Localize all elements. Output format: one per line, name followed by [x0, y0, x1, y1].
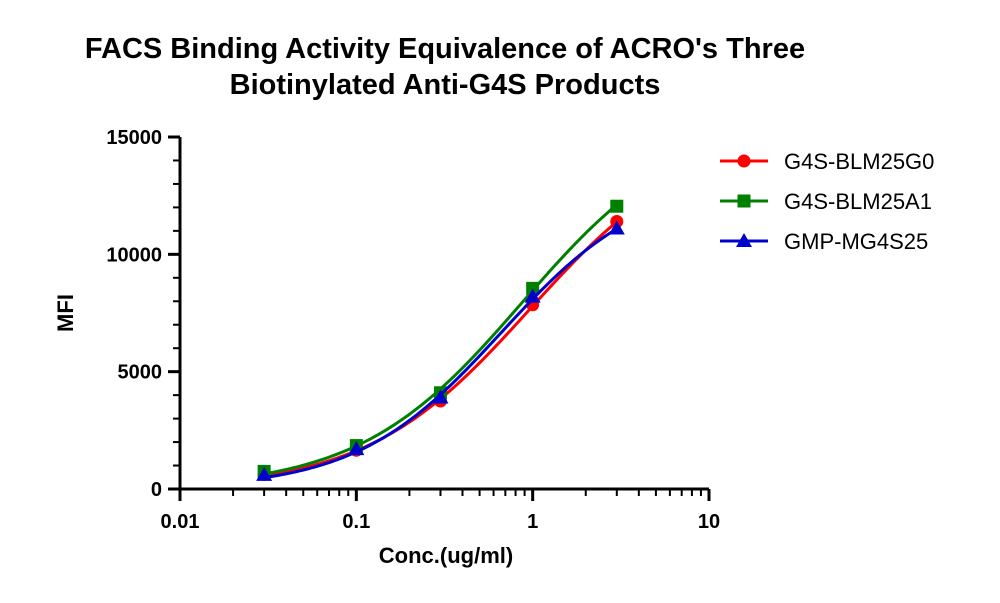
- y-tick-label: 15000: [106, 127, 162, 149]
- axes: 0 5000 10000 15000 0.01 0.1 1 10: [106, 127, 720, 533]
- data-point-square: [526, 281, 540, 295]
- x-tick-label: 1: [527, 511, 538, 533]
- y-tick-label: 10000: [106, 244, 162, 266]
- x-tick-label: 10: [698, 511, 720, 533]
- x-tick-label: 0.01: [161, 511, 200, 533]
- legend-item: G4S-BLM25G0: [720, 149, 934, 174]
- series-curve: [263, 220, 618, 478]
- plot-area: [256, 199, 625, 481]
- legend-item: GMP-MG4S25: [720, 229, 928, 254]
- series-curve: [263, 203, 618, 476]
- data-point-triangle: [608, 220, 625, 235]
- legend: G4S-BLM25G0 G4S-BLM25A1 GMP-MG4S25: [720, 149, 934, 254]
- y-tick-label: 0: [151, 479, 162, 501]
- legend-item: G4S-BLM25A1: [720, 189, 932, 214]
- data-point-square: [737, 194, 751, 208]
- data-point-square: [610, 199, 624, 213]
- data-point-circle: [737, 154, 751, 168]
- data-point-triangle: [524, 288, 541, 303]
- series-G4S-BLM25A1: [257, 199, 624, 478]
- y-tick-label: 5000: [118, 362, 163, 384]
- legend-label: G4S-BLM25G0: [784, 149, 934, 174]
- data-point-triangle: [736, 233, 752, 247]
- x-axis-title: Conc.(ug/ml): [379, 543, 513, 568]
- legend-label: G4S-BLM25A1: [784, 189, 932, 214]
- y-axis-title: MFI: [53, 294, 78, 332]
- series-GMP-MG4S25: [256, 220, 625, 481]
- data-point-triangle: [348, 441, 365, 456]
- series-curve: [263, 227, 618, 480]
- data-point-triangle: [432, 389, 449, 404]
- series-G4S-BLM25G0: [257, 214, 624, 481]
- x-tick-label: 0.1: [342, 511, 370, 533]
- legend-label: GMP-MG4S25: [784, 229, 928, 254]
- data-point-triangle: [256, 466, 273, 481]
- chart-title-line-1: FACS Binding Activity Equivalence of ACR…: [85, 33, 805, 65]
- chart-title-line-2: Biotinylated Anti-G4S Products: [230, 69, 661, 101]
